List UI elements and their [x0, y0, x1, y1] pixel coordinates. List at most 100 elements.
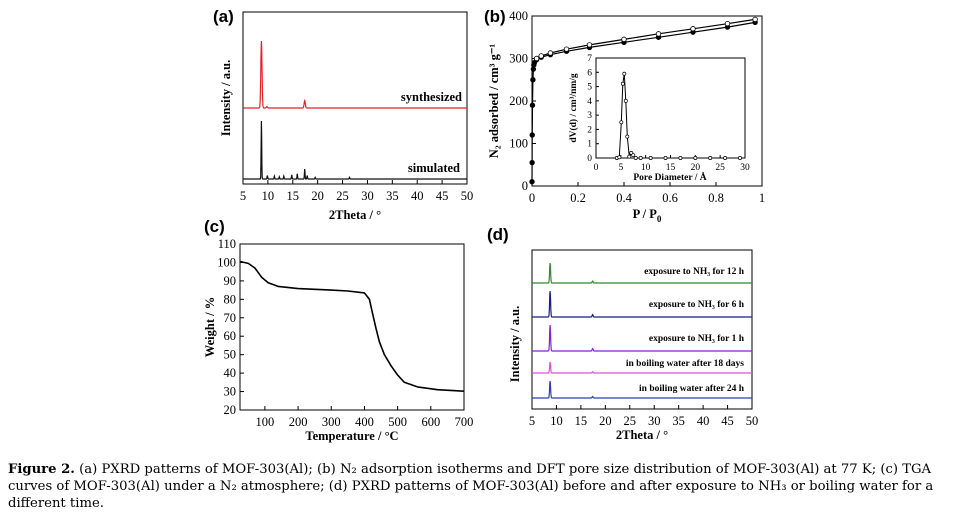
panel-b-ytick-label: 0 [522, 179, 528, 193]
series-simulated [243, 120, 467, 180]
series-label-simulated: simulated [408, 161, 460, 175]
panel-d-xtick-label: 15 [575, 414, 588, 428]
inset-point [631, 153, 636, 158]
point-desorption [586, 42, 593, 48]
point-adsorption [529, 102, 536, 108]
inset-point [617, 155, 622, 160]
inset-xtick-label: 5 [618, 163, 623, 173]
panel-c-ytick-label: 90 [224, 274, 237, 288]
panel-c-ylabel: Weight / % [203, 297, 217, 357]
panel-c-xtick-label: 300 [322, 415, 341, 429]
point-desorption [690, 26, 696, 32]
panel-b-ytick-label: 400 [509, 9, 528, 23]
inset-frame [595, 57, 746, 159]
point-desorption [538, 53, 544, 59]
series-label-water-24h: in boiling water after 24 h [639, 384, 745, 394]
panel-c-ytick-label: 110 [218, 237, 236, 251]
panel-a-xtick-label: 15 [287, 189, 300, 203]
panel-a-pxrd: (a) 5 10 15 20 25 30 35 40 45 50 synthesized simu… [213, 7, 473, 222]
panel-c-ytick-label: 60 [224, 329, 237, 343]
panel-c-ytick-label: 100 [217, 255, 236, 269]
point-desorption [724, 20, 731, 27]
inset-ytick-label: 6 [587, 68, 592, 78]
panel-c-xtick-label: 400 [355, 415, 374, 429]
panel-d-pxrd-stability: (d) 5 10 15 20 25 30 35 40 45 50 2Theta / ° Inten… [487, 225, 758, 442]
panel-d-xtick-label: 35 [672, 414, 685, 428]
panel-d-xtick-label: 45 [721, 414, 734, 428]
panel-c-frame [239, 243, 465, 411]
panel-c-xtick-label: 700 [455, 415, 474, 429]
panel-c-xlabel: Temperature / °C [305, 429, 398, 443]
panel-a-xtick-label: 20 [311, 189, 324, 203]
point-desorption [547, 50, 554, 56]
inset-xlabel: Pore Diameter / Å [633, 171, 706, 183]
inset-point [619, 120, 624, 125]
inset-point [627, 154, 632, 159]
panel-c-ytick-label: 40 [224, 366, 237, 380]
panel-a-xlabel: 2Theta / ° [329, 208, 381, 222]
point-adsorption [529, 179, 535, 185]
panel-b-ytick-label: 200 [509, 94, 528, 108]
panel-c-ytick-label: 20 [224, 403, 237, 417]
panel-a-xtick-label: 50 [461, 189, 474, 203]
tga-curve [239, 260, 465, 392]
panel-c-ytick-label: 80 [224, 292, 237, 306]
series-d-1 [532, 290, 752, 318]
point-adsorption [530, 77, 536, 83]
panel-label-a: (a) [213, 7, 234, 26]
panel-d-xtick-label: 25 [624, 414, 637, 428]
panel-b-ytick-label: 100 [509, 137, 528, 151]
panel-c-ytick-label: 30 [224, 385, 237, 399]
series-d-0 [532, 262, 752, 284]
panel-b-inset-psd: 0 5 10 15 20 25 30 0 1 2 3 4 5 6 7 Pore Diameter / Å d… [568, 54, 750, 183]
inset-point [620, 81, 625, 86]
panel-b-xtick-label: 0.8 [708, 191, 724, 205]
point-desorption [655, 31, 662, 37]
caption-label: Figure 2. [8, 462, 75, 477]
panel-a-xtick-label: 5 [240, 189, 246, 203]
inset-ytick-label: 1 [587, 140, 592, 150]
panel-d-xlabel: 2Theta / ° [616, 428, 668, 442]
inset-point [693, 156, 698, 160]
inset-point [723, 156, 728, 160]
panel-b-xtick-label: 0.2 [570, 191, 586, 205]
panel-b-xtick-label: 0.6 [662, 191, 678, 205]
inset-ytick-label: 3 [587, 111, 592, 121]
caption-text: (a) PXRD patterns of MOF-303(Al); (b) N₂… [8, 462, 934, 511]
series-label-nh3-1h: exposure to NH₃ for 1 h [649, 334, 745, 344]
panel-b-xlabel: P / P0 [633, 207, 662, 224]
panel-a-xtick-label: 35 [386, 189, 399, 203]
inset-xtick-label: 25 [715, 163, 725, 173]
inset-ytick-label: 2 [587, 125, 592, 135]
point-desorption [752, 16, 758, 23]
panel-label-c: (c) [204, 217, 225, 236]
series-d-4 [532, 380, 752, 399]
panel-a-xtick-label: 30 [361, 189, 374, 203]
panel-a-frame [242, 11, 468, 185]
point-desorption [533, 55, 540, 62]
inset-ytick-label: 0 [587, 154, 592, 164]
panel-d-ylabel: Intensity / a.u. [508, 306, 522, 382]
inset-xtick-label: 30 [740, 163, 750, 173]
panel-b-xtick-label: 0.4 [616, 191, 632, 205]
inset-ylabel: dV(d) / cm³/nm/g [568, 73, 579, 143]
inset-xtick-label: 0 [594, 163, 599, 173]
series-label-water-18d: in boiling water after 18 days [626, 359, 744, 369]
series-d-2 [532, 324, 752, 352]
panel-a-xtick-label: 25 [336, 189, 349, 203]
panel-c-xtick-label: 100 [256, 415, 275, 429]
panel-d-frame [531, 249, 753, 410]
inset-point [678, 156, 683, 160]
point-adsorption [529, 132, 535, 138]
series-synthesized [243, 40, 467, 109]
panel-c-tga: (c) 100 200 300 400 500 600 700 20 30 40 50 60 70 80 9… [203, 217, 473, 443]
panel-d-xtick-label: 10 [550, 414, 563, 428]
panel-a-ylabel: Intensity / a.u. [219, 60, 233, 136]
panel-b-xtick-label: 0 [529, 191, 535, 205]
point-adsorption [529, 159, 535, 166]
panel-c-xtick-label: 600 [421, 415, 440, 429]
point-desorption [621, 36, 627, 43]
inset-point [648, 156, 653, 160]
inset-point [633, 156, 638, 160]
